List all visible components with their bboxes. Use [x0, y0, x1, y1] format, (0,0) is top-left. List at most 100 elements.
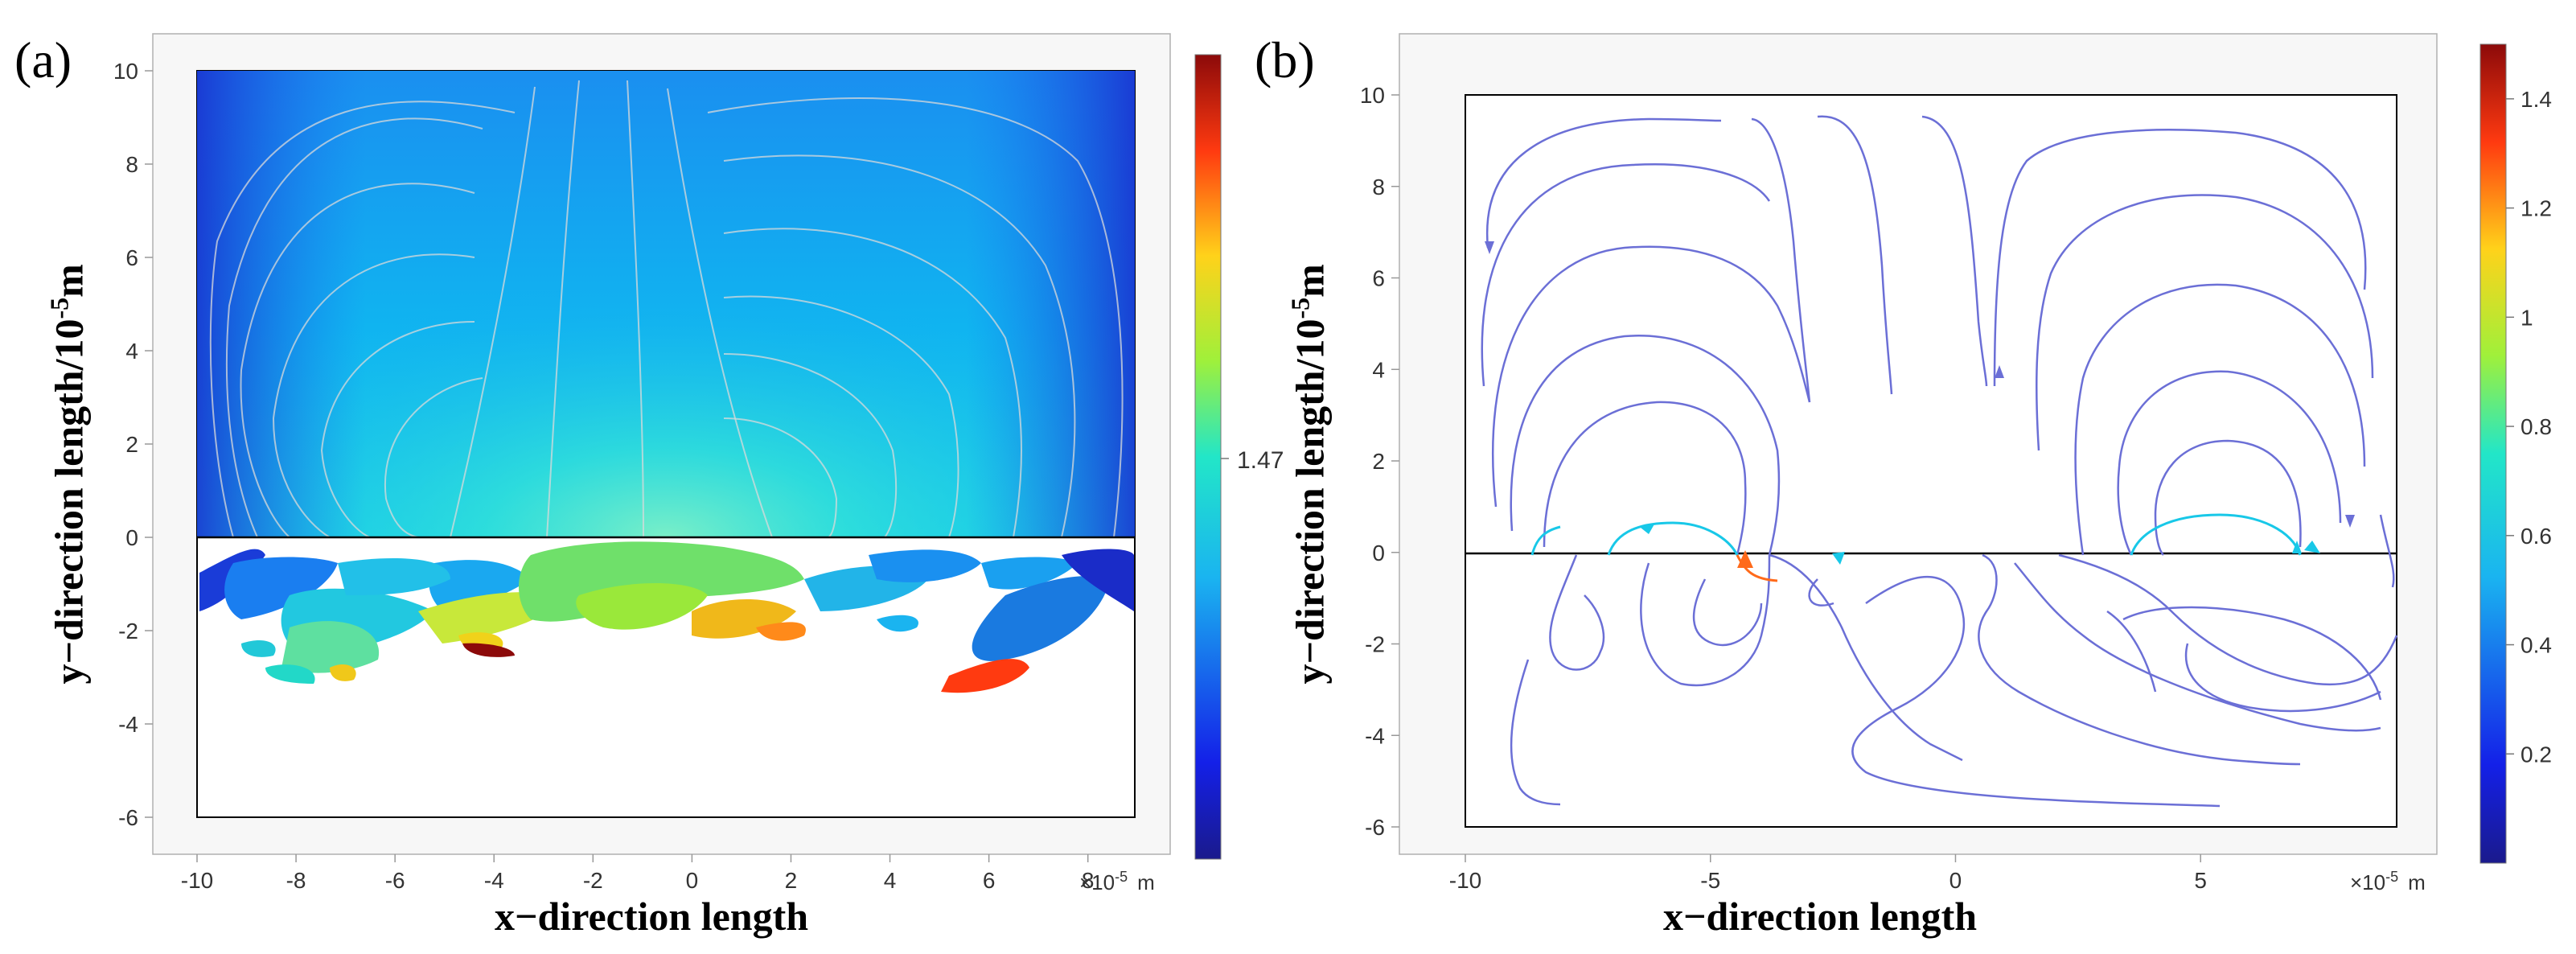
highlight-b2	[2130, 513, 2302, 556]
b-xtick-label-3: 5	[2194, 868, 2207, 893]
a-xtick-label-4: -2	[583, 868, 603, 893]
panel-b: (b)	[1255, 0, 2576, 954]
blob-a5	[281, 621, 380, 673]
streamlines-b	[1481, 115, 2398, 808]
a-ytick-label-0: -6	[118, 805, 138, 830]
a-ytick-label-4: 2	[125, 432, 138, 457]
streamline-b19	[1769, 553, 1963, 762]
field-line-a6	[225, 117, 483, 538]
a-ytick-label-2: -2	[118, 619, 138, 644]
arrow-blue-1	[1485, 241, 1494, 254]
streamline-b9	[1993, 129, 2367, 387]
y-axis-label-a-main: y−direction length/10	[46, 319, 92, 685]
field-line-a7	[240, 183, 475, 538]
blob-a7	[338, 558, 450, 595]
a-ytick-label-5: 4	[125, 339, 138, 364]
field-lines-a	[209, 80, 1124, 538]
streamline-b22	[1978, 553, 2301, 766]
blob-a14	[756, 622, 806, 641]
a-xtick-label-6: 2	[785, 868, 798, 893]
streamline-b16	[1510, 659, 1561, 806]
colorbar-b-tick-label-3: 0.8	[2521, 414, 2552, 439]
b-ytick-label-7: 8	[1372, 175, 1385, 199]
axes-a: -10 -8 -6 -4 -2 0 2 4 6 8 -6 -4 -2 0 2 4 6 8 10	[113, 59, 1095, 893]
streamline-b18	[1692, 578, 1763, 647]
a-xtick-label-0: -10	[181, 868, 213, 893]
domain-frame-b	[1465, 94, 2397, 828]
colorbar-b-tick-label-6: 1.4	[2521, 87, 2552, 112]
streamline-b1	[1485, 117, 1722, 249]
field-line-a13	[723, 228, 1022, 538]
b-ytick-label-4: 2	[1372, 449, 1385, 474]
streamline-b14	[2379, 514, 2395, 588]
arrow-cyan-4	[1832, 552, 1845, 565]
colorbar-b	[2479, 43, 2507, 864]
upper-field-edges-a	[197, 71, 1135, 537]
field-line-a2	[546, 80, 580, 538]
panel-a-label: (a)	[14, 31, 72, 88]
b-ytick-label-5: 4	[1372, 357, 1385, 382]
panel-b-label: (b)	[1255, 31, 1315, 88]
streamline-b5	[1543, 401, 1747, 556]
field-line-a9	[320, 321, 475, 538]
colorbar-a	[1194, 54, 1222, 860]
streamline-b11	[2074, 283, 2366, 556]
b-ytick-label-0: -6	[1365, 815, 1385, 840]
streamline-b17	[1640, 554, 1771, 687]
arrow-cyan-3	[1641, 523, 1655, 534]
axes-b: -10 -5 0 5 -6 -4 -2 0 2 4 6 8 10	[1360, 83, 2207, 893]
panel-a-plot: -10 -8 -6 -4 -2 0 2 4 6 8 -6 -4 -2 0 2 4 6 8 10 1.47 ×10-5…	[113, 33, 1284, 894]
field-line-a16	[723, 417, 838, 538]
a-xtick-label-2: -6	[385, 868, 405, 893]
highlight-b1	[1607, 521, 1739, 556]
a-ytick-label-3: 0	[125, 525, 138, 550]
blob-a2	[224, 557, 338, 619]
field-line-a14	[723, 295, 959, 538]
a-ytick-label-1: -4	[118, 712, 138, 737]
a-xtick-label-8: 6	[983, 868, 996, 893]
blob-a21	[877, 615, 918, 632]
streamline-b4	[1510, 335, 1781, 556]
colorbar-a-label: 1.47	[1237, 447, 1284, 474]
blob-a13	[692, 599, 796, 639]
colorbar-b-tick-label-1: 0.4	[2521, 633, 2552, 658]
arrow-orange	[1737, 550, 1753, 568]
colorbar-b-tick-label-4: 1	[2521, 305, 2533, 330]
blob-a17	[981, 557, 1078, 590]
streamline-b7	[1817, 115, 1893, 395]
porous-region-a	[199, 541, 1134, 693]
streamline-b27	[2106, 610, 2157, 693]
field-line-a4	[667, 88, 773, 538]
colorbar-b-ticks: 0.2 0.4 0.6 0.8 1 1.2 1.4	[2506, 87, 2552, 767]
streamline-b12	[2117, 370, 2342, 556]
y-axis-label-a-unit: m	[46, 264, 92, 298]
arrow-cyan-1	[2304, 541, 2320, 553]
panel-a: (a)	[14, 31, 1284, 939]
highlight-b3	[1736, 554, 1778, 582]
blob-a23	[330, 664, 356, 681]
arrow-cyan-2	[2292, 541, 2302, 553]
a-xtick-label-5: 0	[686, 868, 699, 893]
b-ytick-label-6: 6	[1372, 266, 1385, 291]
blob-a6	[265, 664, 315, 684]
a-ytick-label-6: 6	[125, 245, 138, 270]
colorbar-b-tick-label-2: 0.6	[2521, 524, 2552, 549]
streamline-b8	[1921, 115, 1988, 387]
b-ytick-label-2: -2	[1365, 632, 1385, 657]
b-xtick-label-2: 0	[1949, 868, 1962, 893]
streamline-b13	[2154, 439, 2302, 556]
streamline-b24	[2058, 553, 2398, 686]
streamline-b3	[1491, 245, 1811, 508]
y-axis-label-b-exp: -5	[1285, 297, 1315, 319]
y-axis-label-b: y−direction length/10-5m	[1286, 249, 1333, 699]
streamline-b26	[2184, 643, 2381, 713]
colorbar-b-tick-label-5: 1.2	[2521, 196, 2552, 221]
streamline-b2	[1481, 163, 1771, 387]
field-line-a12	[723, 154, 1076, 538]
a-xtick-label-7: 4	[884, 868, 897, 893]
b-xtick-label-0: -10	[1449, 868, 1481, 893]
streamline-b15	[1549, 554, 1605, 671]
arrow-blue-2	[1995, 365, 2004, 378]
arrow-blue-3	[2345, 515, 2355, 528]
a-xtick-label-1: -8	[286, 868, 306, 893]
